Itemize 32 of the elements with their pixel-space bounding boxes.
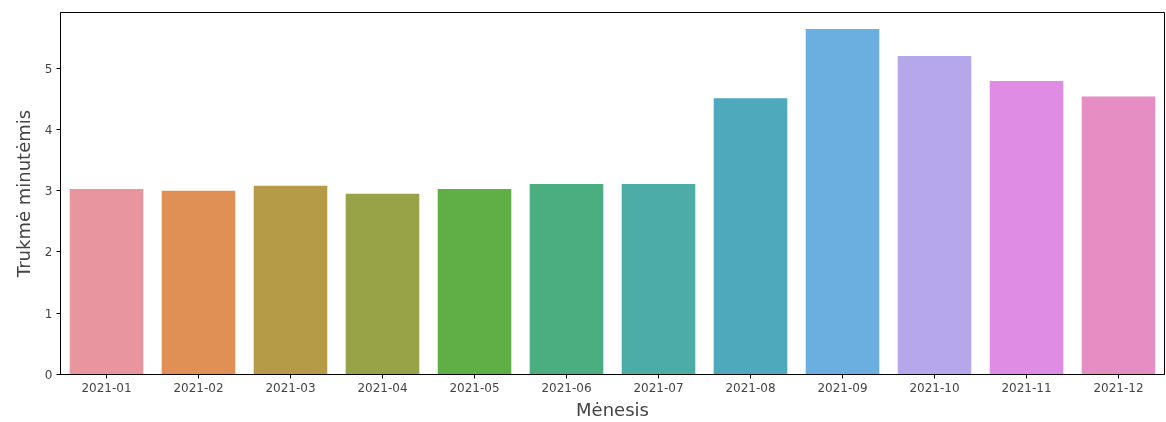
bar: [989, 81, 1064, 375]
bar: [437, 188, 512, 375]
x-tick-label: 2021-09: [817, 380, 868, 395]
x-tick-label: 2021-02: [173, 380, 224, 395]
bar: [713, 98, 788, 375]
x-tick-label: 2021-05: [449, 380, 500, 395]
x-tick-label: 2021-01: [81, 380, 132, 395]
bar: [529, 184, 604, 375]
y-tick-label: 5: [44, 61, 53, 76]
bar: [161, 190, 236, 375]
bar: [805, 29, 880, 375]
y-tick-label: 4: [44, 122, 53, 137]
bar: [621, 184, 696, 375]
y-tick-label: 1: [44, 306, 53, 321]
y-axis-title: Trukmė minutėmis: [12, 109, 34, 279]
bar: [1081, 96, 1156, 375]
y-tick-label: 3: [44, 184, 53, 199]
bar: [253, 185, 328, 375]
bar: [897, 55, 972, 375]
y-tick-label: 2: [44, 245, 53, 260]
x-tick-label: 2021-04: [357, 380, 408, 395]
bar: [69, 188, 144, 375]
x-tick-label: 2021-03: [265, 380, 316, 395]
x-tick-label: 2021-07: [633, 380, 684, 395]
x-axis-title: Mėnesis: [576, 398, 649, 420]
x-tick-label: 2021-12: [1093, 380, 1144, 395]
x-tick-label: 2021-10: [909, 380, 960, 395]
x-tick-label: 2021-08: [725, 380, 776, 395]
x-tick-label: 2021-06: [541, 380, 592, 395]
y-tick-label: 0: [44, 368, 53, 382]
bar: [345, 193, 420, 375]
x-tick-label: 2021-11: [1001, 380, 1052, 395]
